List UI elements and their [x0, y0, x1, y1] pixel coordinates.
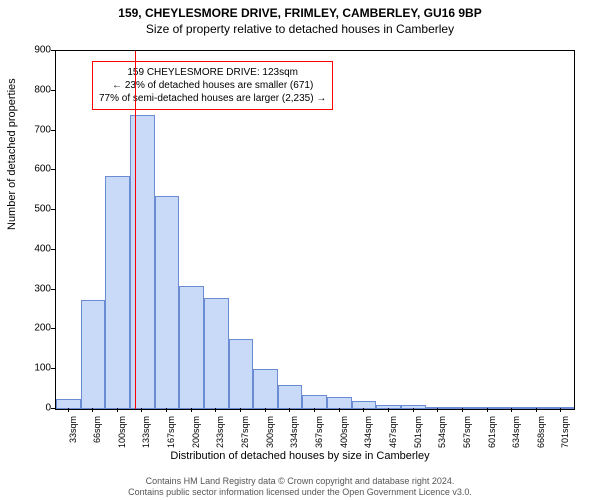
xtick — [240, 408, 241, 412]
title-line1: 159, CHEYLESMORE DRIVE, FRIMLEY, CAMBERL… — [0, 0, 600, 20]
footer: Contains HM Land Registry data © Crown c… — [0, 476, 600, 498]
xtick-label: 601sqm — [487, 416, 497, 456]
xtick — [560, 408, 561, 412]
xtick — [68, 408, 69, 412]
xtick — [388, 408, 389, 412]
histogram-bar — [155, 196, 180, 409]
ytick-label: 100 — [27, 363, 51, 374]
footer-line1: Contains HM Land Registry data © Crown c… — [0, 476, 600, 487]
xtick-label: 434sqm — [363, 416, 373, 456]
histogram-bar — [302, 395, 327, 409]
xtick-label: 534sqm — [437, 416, 447, 456]
xtick — [511, 408, 512, 412]
xtick-label: 33sqm — [68, 416, 78, 456]
xtick — [487, 408, 488, 412]
ytick-label: 500 — [27, 204, 51, 215]
histogram-bar — [130, 115, 155, 409]
xtick-label: 701sqm — [560, 416, 570, 456]
ytick — [51, 50, 55, 51]
ytick — [51, 328, 55, 329]
histogram-bar — [229, 339, 254, 409]
ytick — [51, 249, 55, 250]
xtick-label: 634sqm — [511, 416, 521, 456]
xtick — [339, 408, 340, 412]
annotation-line3: 77% of semi-detached houses are larger (… — [99, 92, 326, 105]
y-axis-label: Number of detached properties — [6, 78, 18, 230]
xtick-label: 233sqm — [215, 416, 225, 456]
xtick-label: 400sqm — [339, 416, 349, 456]
ytick — [51, 289, 55, 290]
x-axis-label: Distribution of detached houses by size … — [0, 450, 600, 462]
xtick-label: 300sqm — [265, 416, 275, 456]
histogram-bar — [204, 298, 229, 409]
ytick-label: 800 — [27, 84, 51, 95]
chart-container: 159, CHEYLESMORE DRIVE, FRIMLEY, CAMBERL… — [0, 0, 600, 500]
histogram-bar — [278, 385, 303, 409]
ytick — [51, 209, 55, 210]
xtick — [265, 408, 266, 412]
xtick-label: 100sqm — [117, 416, 127, 456]
xtick — [289, 408, 290, 412]
xtick — [363, 408, 364, 412]
xtick-label: 133sqm — [141, 416, 151, 456]
histogram-bar — [179, 286, 204, 409]
ytick — [51, 130, 55, 131]
xtick-label: 567sqm — [462, 416, 472, 456]
ytick — [51, 90, 55, 91]
histogram-bar — [81, 300, 106, 409]
xtick — [141, 408, 142, 412]
plot-area: 159 CHEYLESMORE DRIVE: 123sqm ← 23% of d… — [55, 50, 575, 410]
title-line2: Size of property relative to detached ho… — [0, 20, 600, 36]
xtick — [536, 408, 537, 412]
ytick — [51, 408, 55, 409]
histogram-bar — [105, 176, 130, 409]
xtick — [413, 408, 414, 412]
ytick-label: 700 — [27, 124, 51, 135]
xtick — [191, 408, 192, 412]
xtick-label: 167sqm — [166, 416, 176, 456]
xtick-label: 66sqm — [92, 416, 102, 456]
annotation-line2: ← 23% of detached houses are smaller (67… — [99, 79, 326, 92]
xtick-label: 367sqm — [314, 416, 324, 456]
xtick-label: 334sqm — [289, 416, 299, 456]
xtick — [437, 408, 438, 412]
xtick-label: 467sqm — [388, 416, 398, 456]
xtick — [462, 408, 463, 412]
ytick-label: 900 — [27, 45, 51, 56]
annotation-line1: 159 CHEYLESMORE DRIVE: 123sqm — [99, 66, 326, 79]
footer-line2: Contains public sector information licen… — [0, 487, 600, 498]
ytick-label: 400 — [27, 243, 51, 254]
annotation-box: 159 CHEYLESMORE DRIVE: 123sqm ← 23% of d… — [92, 61, 333, 110]
xtick — [92, 408, 93, 412]
xtick-label: 501sqm — [413, 416, 423, 456]
marker-line — [135, 51, 136, 409]
ytick-label: 600 — [27, 164, 51, 175]
ytick — [51, 169, 55, 170]
ytick-label: 200 — [27, 323, 51, 334]
xtick — [215, 408, 216, 412]
xtick-label: 200sqm — [191, 416, 201, 456]
xtick — [117, 408, 118, 412]
xtick — [314, 408, 315, 412]
ytick-label: 300 — [27, 283, 51, 294]
histogram-bar — [253, 369, 278, 409]
xtick-label: 267sqm — [240, 416, 250, 456]
ytick-label: 0 — [27, 403, 51, 414]
xtick — [166, 408, 167, 412]
xtick-label: 668sqm — [536, 416, 546, 456]
ytick — [51, 368, 55, 369]
